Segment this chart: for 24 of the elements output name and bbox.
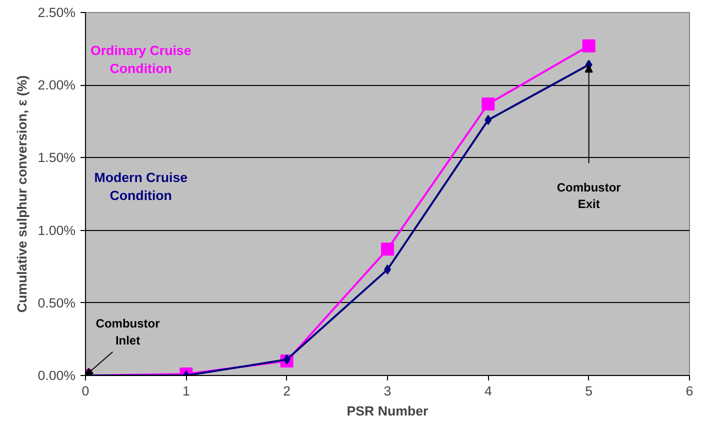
- x-axis-title: PSR Number: [346, 404, 428, 418]
- x-tick-label: 6: [686, 384, 694, 398]
- x-tick-label: 0: [82, 384, 90, 398]
- text: Ordinary Cruise Condition: [90, 43, 192, 76]
- y-axis-title: Cumulative sulphur conversion, ε (%): [14, 75, 30, 313]
- y-tick-label: 1.00%: [38, 222, 76, 238]
- text: Modern Cruise Condition: [94, 170, 188, 204]
- x-tick-label: 2: [283, 384, 291, 398]
- point: [484, 114, 492, 125]
- annotation: Combustor Inlet: [96, 316, 160, 348]
- x-tick-label: 4: [484, 384, 492, 398]
- annotation: Combustor Exit: [556, 180, 622, 212]
- y-tick-label: 2.50%: [38, 5, 76, 20]
- y-tick-label: 0.00%: [38, 368, 76, 383]
- y-tick-label: 2.00%: [38, 78, 76, 93]
- point: [582, 39, 596, 52]
- point: [381, 242, 394, 256]
- y-tick-label: 0.50%: [38, 295, 76, 310]
- point: [482, 97, 495, 110]
- point: [283, 354, 290, 365]
- x-tick-label: 3: [384, 384, 392, 398]
- x-tick-label: 5: [585, 384, 593, 398]
- y-tick-label: 1.50%: [38, 150, 76, 166]
- x-tick-label: 1: [182, 384, 190, 398]
